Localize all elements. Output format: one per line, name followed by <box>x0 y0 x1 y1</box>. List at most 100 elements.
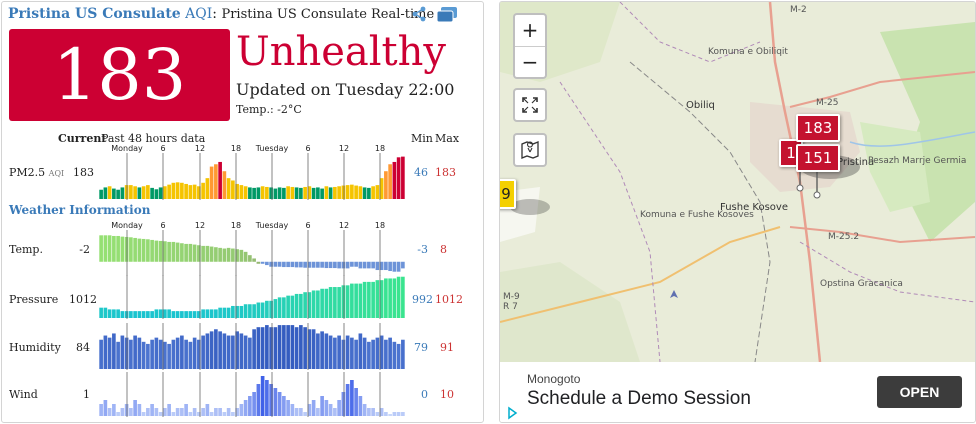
ad-banner[interactable]: Monogoto Schedule a Demo Session OPEN <box>500 362 975 422</box>
chart-bar <box>277 325 282 369</box>
chart-bar <box>188 311 193 318</box>
temp-current: -2 <box>79 243 90 256</box>
zoom-in-button[interactable]: + <box>515 15 545 47</box>
map-marker-shadow-2 <box>510 199 550 215</box>
road-m9: M-9 <box>503 292 520 302</box>
chart-bar <box>260 302 265 318</box>
chart-bar <box>209 246 214 262</box>
time-label: 12 <box>195 221 205 230</box>
chart-bar <box>243 335 248 369</box>
chart-bar <box>379 280 384 318</box>
chart-bar <box>341 185 346 199</box>
pressure-chart[interactable] <box>99 275 405 319</box>
pm25-chart[interactable]: Monday 6 12 18 Tuesday 6 12 18 <box>99 143 405 200</box>
chart-bar <box>171 311 176 318</box>
road-r7: R 7 <box>503 302 518 312</box>
chart-bar <box>333 287 337 318</box>
time-label: 18 <box>375 221 385 230</box>
chart-bar <box>163 186 167 199</box>
chart-bar <box>167 241 171 262</box>
chart-bar <box>214 247 218 262</box>
chart-bar <box>324 333 329 369</box>
chart-bar <box>375 412 380 416</box>
chart-bar <box>209 331 214 369</box>
station-marker-151[interactable]: 151 <box>796 144 840 172</box>
chart-bar <box>265 380 269 416</box>
windows-icon[interactable] <box>436 6 458 24</box>
chart-bar <box>201 309 205 318</box>
chart-bar <box>188 185 193 199</box>
chart-bar <box>354 185 358 199</box>
chart-bar <box>192 337 197 369</box>
place-obiliq: Obiliq <box>686 100 715 111</box>
chart-bar <box>120 335 125 369</box>
marker-pin-2 <box>813 191 821 199</box>
road-m25: M-25 <box>816 98 839 108</box>
map-canvas[interactable] <box>500 2 975 362</box>
chart-bar <box>392 161 397 199</box>
chart-bar <box>214 329 218 369</box>
zoom-out-button[interactable]: − <box>521 50 539 74</box>
chart-bar <box>103 400 108 416</box>
time-label: 6 <box>305 221 310 230</box>
chart-bar <box>248 187 252 199</box>
share-icon[interactable] <box>411 6 427 22</box>
map-panel[interactable]: Obiliq Fushe Kosove Pristina Komuna e Ob… <box>499 1 976 423</box>
map-layers-button[interactable] <box>513 133 547 167</box>
wind-chart[interactable] <box>99 372 405 417</box>
fullscreen-icon <box>522 97 538 113</box>
humidity-chart[interactable] <box>99 323 405 370</box>
time-label: 6 <box>160 144 165 153</box>
chart-bar <box>184 404 188 416</box>
chart-bar <box>239 185 244 199</box>
temp-chart[interactable]: Monday 6 12 18 Tuesday 6 12 18 <box>99 220 405 276</box>
wind-min: 0 <box>421 388 428 401</box>
fullscreen-button[interactable] <box>513 88 547 122</box>
chart-bar <box>167 309 171 318</box>
chart-bar <box>209 309 214 318</box>
chart-bar <box>133 335 137 369</box>
chart-bar <box>337 287 341 318</box>
chart-bar <box>324 261 329 269</box>
chart-bar <box>226 335 231 369</box>
humidity-min: 79 <box>414 341 428 354</box>
aqi-link[interactable]: AQI <box>185 6 213 22</box>
chart-bar <box>324 288 329 318</box>
chart-bar <box>205 404 210 416</box>
chart-bar <box>141 341 146 369</box>
chart-bar <box>282 297 286 318</box>
adchoices-icon[interactable] <box>505 406 519 420</box>
chart-bar <box>273 261 278 267</box>
chart-bar <box>218 247 222 262</box>
chart-bar <box>133 237 137 262</box>
chart-bar <box>316 290 320 318</box>
station-link[interactable]: Pristina US Consulate <box>8 6 181 22</box>
ad-open-button[interactable]: OPEN <box>877 376 962 408</box>
chart-bar <box>137 404 142 416</box>
ad-headline[interactable]: Schedule a Demo Session <box>527 388 751 409</box>
chart-bar <box>248 304 252 318</box>
map-park <box>860 122 930 212</box>
chart-bar <box>107 186 112 199</box>
chart-bar <box>192 244 197 262</box>
chart-bar <box>205 333 210 369</box>
chart-bar <box>154 240 159 262</box>
chart-bar <box>328 287 333 318</box>
chart-bar <box>158 309 163 318</box>
humidity-label: Humidity <box>9 341 61 354</box>
chart-bar <box>324 400 329 416</box>
chart-bar <box>316 408 320 416</box>
chart-bar <box>137 311 142 318</box>
station-marker-9[interactable]: 9 <box>500 179 516 209</box>
chart-bar <box>150 311 154 318</box>
chart-bar <box>107 309 112 318</box>
station-marker-183[interactable]: 183 <box>796 114 840 142</box>
chart-bar <box>358 261 363 269</box>
chart-bar <box>273 327 278 369</box>
place-pristina: Pristina <box>837 157 875 168</box>
chart-bar <box>201 335 205 369</box>
chart-bar <box>362 337 367 369</box>
chart-bar <box>396 412 401 416</box>
chart-bar <box>226 178 231 199</box>
chart-bar <box>112 235 116 262</box>
